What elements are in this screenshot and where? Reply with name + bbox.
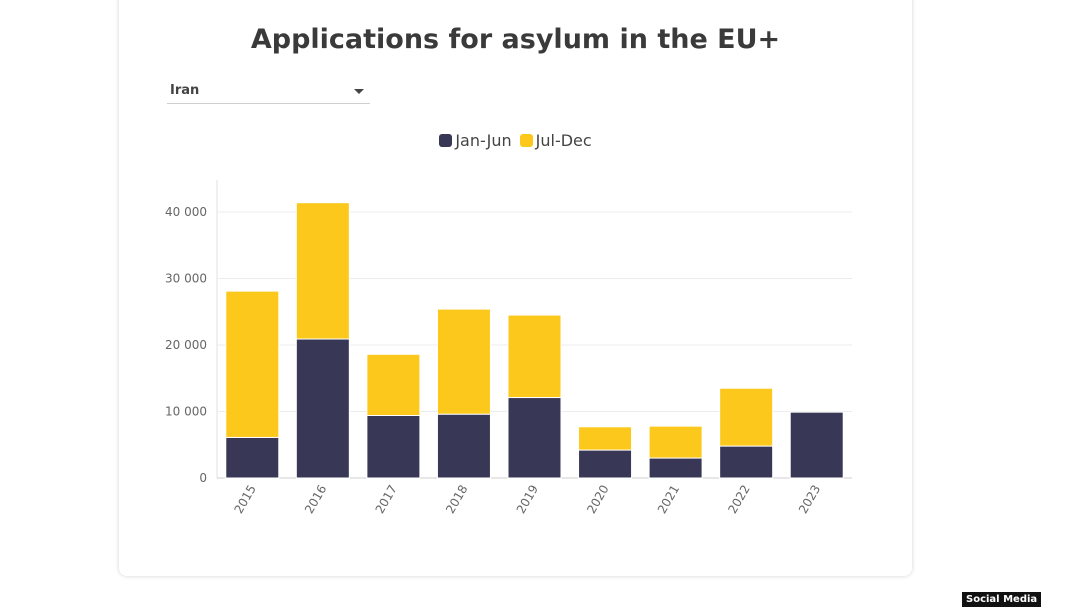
- bar-2022-jul-dec: [719, 387, 774, 447]
- social-media-badge: Social Media: [962, 592, 1042, 607]
- y-tick-label: 0: [199, 471, 207, 485]
- x-tick-label: 2019: [514, 483, 541, 516]
- chart-legend: Jan-Jun Jul-Dec: [119, 131, 912, 150]
- legend-swatch-jul-dec: [519, 134, 533, 147]
- legend-swatch-jan-jun: [439, 134, 453, 147]
- chart-title: Applications for asylum in the EU+: [250, 24, 781, 55]
- bar-2019-jan-jun: [507, 397, 562, 479]
- legend-label-jul-dec: Jul-Dec: [535, 131, 592, 150]
- y-tick-label: 10 000: [165, 405, 207, 419]
- x-tick-label: 2023: [796, 483, 823, 516]
- x-tick-label: 2015: [231, 483, 258, 516]
- bar-2019-jul-dec: [507, 314, 562, 399]
- bar-2018-jul-dec: [436, 308, 491, 415]
- bar-2016-jul-dec: [295, 202, 350, 340]
- x-tick-label: 2020: [584, 483, 611, 516]
- y-tick-label: 40 000: [165, 205, 207, 219]
- y-tick-label: 30 000: [165, 272, 207, 286]
- bar-2020-jan-jun: [578, 449, 633, 479]
- bar-2021-jul-dec: [648, 425, 703, 459]
- bar-2017-jan-jun: [366, 414, 421, 479]
- x-tick-label: 2018: [443, 483, 470, 516]
- x-tick-label: 2021: [655, 483, 682, 516]
- chevron-down-icon: [354, 89, 364, 94]
- y-tick-label: 20 000: [165, 338, 207, 352]
- bar-2022-jan-jun: [719, 445, 774, 479]
- bar-2023-jan-jun: [789, 411, 844, 479]
- legend-label-jan-jun: Jan-Jun: [455, 131, 512, 150]
- bar-chart: 0 10 000 20 000 30 000 40 000 2015 2016 2017 201…: [165, 180, 852, 516]
- bar-2018-jan-jun: [436, 413, 491, 479]
- bar-2020-jul-dec: [578, 426, 633, 451]
- country-dropdown[interactable]: Iran: [167, 79, 370, 104]
- bar-2015-jan-jun: [225, 436, 280, 479]
- dropdown-selected-value: Iran: [170, 83, 200, 98]
- legend-item-jan-jun[interactable]: Jan-Jun: [439, 131, 512, 150]
- chart-card: Applications for asylum in the EU+ Iran …: [119, 0, 912, 576]
- bar-2015-jul-dec: [225, 290, 280, 438]
- x-tick-label: 2022: [725, 483, 752, 516]
- bar-2016-jan-jun: [295, 338, 350, 479]
- bar-2017-jul-dec: [366, 353, 421, 416]
- legend-item-jul-dec[interactable]: Jul-Dec: [519, 131, 592, 150]
- bar-2021-jan-jun: [648, 457, 703, 479]
- x-tick-label: 2016: [302, 483, 329, 516]
- x-tick-label: 2017: [373, 483, 400, 516]
